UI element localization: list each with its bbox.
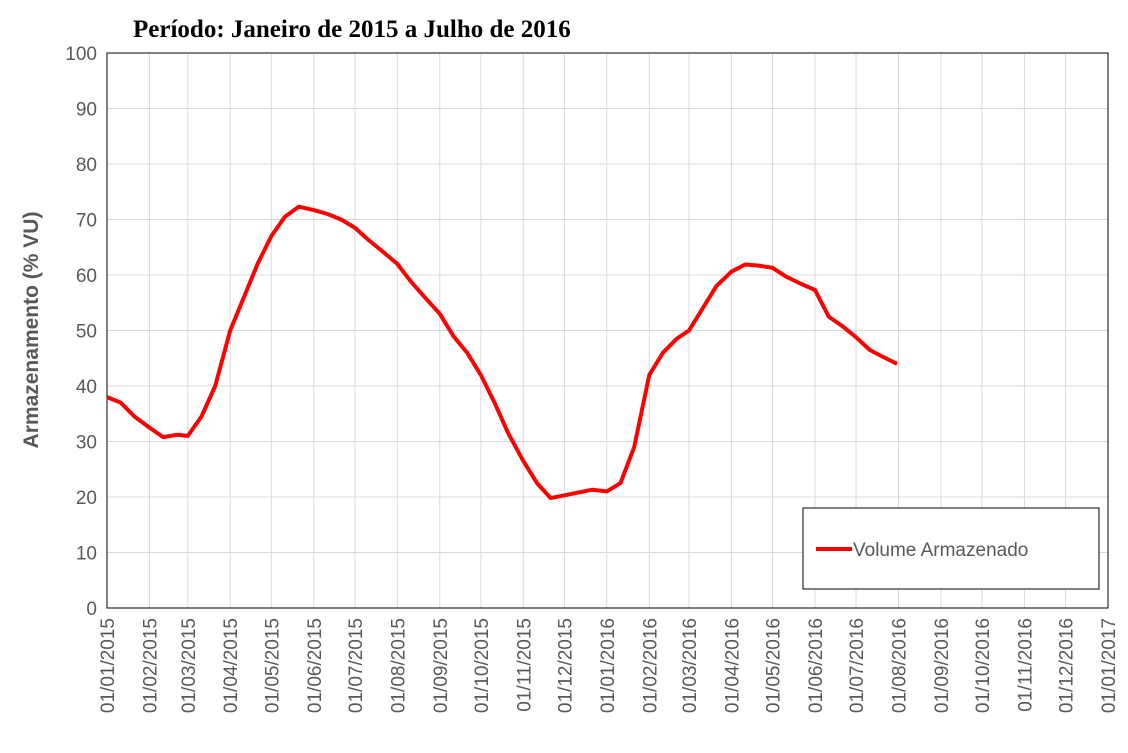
chart-title: Período: Janeiro de 2015 a Julho de 2016 — [133, 16, 571, 43]
y-tick-label: 90 — [76, 100, 97, 121]
x-tick-label: 01/03/2015 — [179, 618, 200, 713]
x-tick-label: 01/08/2015 — [388, 618, 409, 713]
y-axis-label: Armazenamento (% VU) — [20, 212, 43, 449]
y-tick-label: 100 — [65, 44, 97, 65]
y-tick-label: 20 — [76, 488, 97, 509]
x-tick-label: 01/11/2015 — [514, 618, 535, 712]
x-tick-label: 01/09/2016 — [932, 618, 953, 713]
x-tick-label: 01/01/2015 — [98, 618, 119, 713]
x-tick-label: 01/04/2016 — [722, 618, 743, 713]
data-line — [106, 204, 898, 501]
legend-label: Volume Armazenado — [853, 540, 1028, 561]
legend-box — [802, 507, 1100, 590]
x-tick-label: 01/05/2015 — [262, 618, 283, 713]
x-tick-label: 01/07/2015 — [346, 618, 367, 713]
y-tick-label: 30 — [76, 433, 97, 454]
x-tick-label: 01/10/2016 — [973, 618, 994, 713]
y-tick-label: 0 — [86, 599, 97, 620]
x-tick-label: 01/06/2016 — [806, 618, 827, 713]
x-tick-label: 01/01/2016 — [598, 618, 619, 713]
y-tick-label: 70 — [76, 211, 97, 232]
plot-frame — [106, 52, 1109, 609]
x-tick-label: 01/05/2016 — [764, 618, 785, 713]
x-tick-label: 01/03/2016 — [680, 618, 701, 713]
x-tick-label: 01/02/2016 — [640, 618, 661, 713]
y-tick-label: 80 — [76, 155, 97, 176]
x-tick-label: 01/12/2015 — [555, 618, 576, 713]
y-tick-label: 10 — [76, 544, 97, 565]
x-tick-label: 01/11/2016 — [1015, 618, 1036, 712]
y-tick-label: 60 — [76, 266, 97, 287]
x-tick-label: 01/06/2015 — [305, 618, 326, 713]
x-tick-label: 01/08/2016 — [889, 618, 910, 713]
y-tick-label: 40 — [76, 377, 97, 398]
x-tick-label: 01/09/2015 — [431, 618, 452, 713]
x-tick-label: 01/12/2016 — [1057, 618, 1078, 713]
x-tick-label: 01/10/2015 — [472, 618, 493, 713]
y-tick-label: 50 — [76, 322, 97, 343]
x-tick-label: 01/02/2015 — [140, 618, 161, 713]
x-tick-label: 01/01/2017 — [1099, 618, 1120, 713]
x-tick-label: 01/04/2015 — [221, 618, 242, 713]
x-tick-label: 01/07/2016 — [847, 618, 868, 713]
